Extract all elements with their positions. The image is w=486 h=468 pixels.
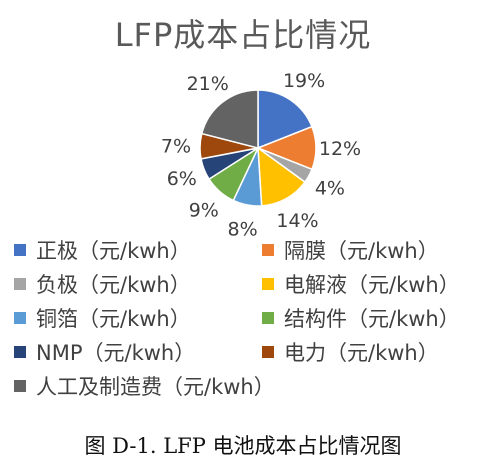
legend-item-positive: 正极（元/kwh） <box>14 236 191 264</box>
figure-caption: 图 D-1. LFP 电池成本占比情况图 <box>84 434 402 458</box>
legend-item-separator: 隔膜（元/kwh） <box>262 236 439 264</box>
pie-chart: 19% 12% 4% 14% 8% 9% 6% 7% 21% <box>161 70 361 237</box>
legend-label: 正极（元/kwh） <box>36 239 191 263</box>
pie-data-label: 6% <box>167 168 197 190</box>
legend-item-labor-manufacturing: 人工及制造费（元/kwh） <box>14 372 275 400</box>
legend-swatch <box>14 312 26 324</box>
chart-area: LFP成本占比情况 19% 12% 4% 14% 8% 9% 6% 7% 21% 正极（元/kw… <box>0 16 486 406</box>
legend-label: 结构件（元/kwh） <box>284 307 460 331</box>
legend-label: 电解液（元/kwh） <box>284 273 460 297</box>
pie-data-label: 21% <box>187 73 229 95</box>
legend-swatch <box>14 244 26 256</box>
legend-item-structural: 结构件（元/kwh） <box>262 304 460 332</box>
pie-data-label: 14% <box>276 210 318 232</box>
legend-swatch <box>262 278 274 290</box>
legend-label: 铜箔（元/kwh） <box>36 307 191 331</box>
pie-data-label: 8% <box>228 219 258 237</box>
legend-item-electrolyte: 电解液（元/kwh） <box>262 270 460 298</box>
pie-slice <box>257 146 306 207</box>
legend-item-nmp: NMP（元/kwh） <box>14 338 195 366</box>
pie-data-label: 12% <box>319 138 361 160</box>
legend-swatch <box>262 346 274 358</box>
pie-data-label: 19% <box>283 70 325 92</box>
legend-label: 负极（元/kwh） <box>36 273 191 297</box>
pie-data-label: 9% <box>189 200 219 222</box>
chart-legend: 正极（元/kwh） 隔膜（元/kwh） 负极（元/kwh） 电解液（元/kwh）… <box>0 236 486 406</box>
legend-swatch <box>14 278 26 290</box>
pie-slice <box>200 89 259 149</box>
legend-swatch <box>14 346 26 358</box>
pie-data-label: 7% <box>161 135 191 157</box>
legend-swatch <box>14 380 26 392</box>
legend-label: NMP（元/kwh） <box>36 341 196 365</box>
legend-item-negative: 负极（元/kwh） <box>14 270 191 298</box>
legend-label: 人工及制造费（元/kwh） <box>36 375 275 399</box>
legend-item-copper-foil: 铜箔（元/kwh） <box>14 304 191 332</box>
legend-label: 电力（元/kwh） <box>284 341 439 365</box>
legend-label: 隔膜（元/kwh） <box>284 239 439 263</box>
pie-slice <box>257 89 313 150</box>
legend-swatch <box>262 312 274 324</box>
pie-data-label: 4% <box>315 178 345 200</box>
chart-title: LFP成本占比情况 <box>114 16 372 54</box>
legend-swatch <box>262 244 274 256</box>
legend-item-electricity: 电力（元/kwh） <box>262 338 439 366</box>
